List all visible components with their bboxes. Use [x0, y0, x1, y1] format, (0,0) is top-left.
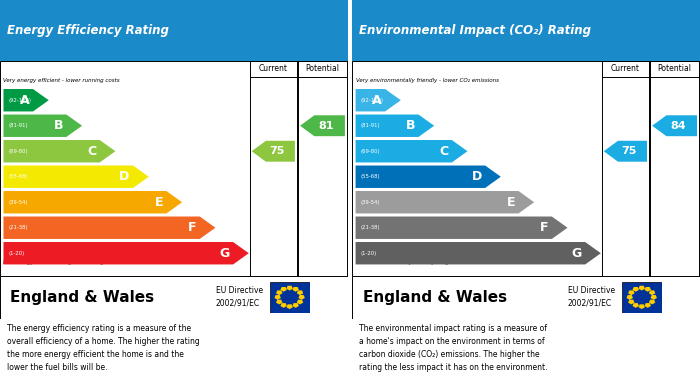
- Text: Energy Efficiency Rating: Energy Efficiency Rating: [7, 24, 169, 37]
- Text: B: B: [405, 119, 415, 132]
- Text: (81-91): (81-91): [8, 123, 28, 128]
- Text: G: G: [571, 247, 582, 260]
- Text: Potential: Potential: [305, 64, 340, 73]
- Text: B: B: [53, 119, 63, 132]
- Text: Environmental Impact (CO₂) Rating: Environmental Impact (CO₂) Rating: [359, 24, 591, 37]
- Text: Potential: Potential: [657, 64, 692, 73]
- Polygon shape: [4, 115, 82, 137]
- Text: England & Wales: England & Wales: [10, 290, 155, 305]
- Polygon shape: [652, 115, 697, 136]
- Bar: [602, 61, 649, 276]
- Text: (39-54): (39-54): [360, 200, 380, 205]
- Polygon shape: [356, 217, 568, 239]
- Polygon shape: [4, 217, 216, 239]
- Text: (69-80): (69-80): [8, 149, 28, 154]
- Text: England & Wales: England & Wales: [363, 290, 507, 305]
- Text: (1-20): (1-20): [8, 251, 25, 256]
- Polygon shape: [4, 140, 116, 162]
- Text: 75: 75: [621, 146, 636, 156]
- Text: (55-68): (55-68): [8, 174, 28, 179]
- Polygon shape: [4, 242, 248, 264]
- Text: 81: 81: [318, 121, 334, 131]
- Text: Very environmentally friendly - lower CO₂ emissions: Very environmentally friendly - lower CO…: [356, 78, 498, 83]
- Polygon shape: [356, 115, 434, 137]
- Text: (92-100): (92-100): [360, 98, 384, 103]
- Polygon shape: [4, 89, 49, 111]
- Text: Very energy efficient - lower running costs: Very energy efficient - lower running co…: [4, 78, 120, 83]
- Polygon shape: [356, 165, 500, 188]
- Text: D: D: [119, 170, 130, 183]
- Text: C: C: [439, 145, 448, 158]
- Text: Current: Current: [611, 64, 640, 73]
- Text: EU Directive
2002/91/EC: EU Directive 2002/91/EC: [568, 287, 615, 308]
- Text: E: E: [155, 196, 163, 209]
- Bar: [298, 61, 347, 276]
- Text: (39-54): (39-54): [8, 200, 28, 205]
- Text: (21-38): (21-38): [8, 225, 28, 230]
- Text: Not environmentally friendly - higher CO₂ emissions: Not environmentally friendly - higher CO…: [356, 260, 498, 265]
- Text: 75: 75: [269, 146, 284, 156]
- Text: (1-20): (1-20): [360, 251, 377, 256]
- Text: E: E: [507, 196, 515, 209]
- Text: Not energy efficient - higher running costs: Not energy efficient - higher running co…: [4, 260, 120, 265]
- Text: F: F: [188, 221, 196, 234]
- Text: A: A: [372, 94, 382, 107]
- Text: (21-38): (21-38): [360, 225, 380, 230]
- Text: (81-91): (81-91): [360, 123, 380, 128]
- Polygon shape: [356, 140, 468, 162]
- Text: The environmental impact rating is a measure of
a home's impact on the environme: The environmental impact rating is a mea…: [359, 325, 547, 372]
- Text: (55-68): (55-68): [360, 174, 380, 179]
- Polygon shape: [356, 191, 534, 213]
- Text: D: D: [471, 170, 482, 183]
- Text: Current: Current: [259, 64, 288, 73]
- Text: (92-100): (92-100): [8, 98, 32, 103]
- Text: F: F: [540, 221, 548, 234]
- Text: EU Directive
2002/91/EC: EU Directive 2002/91/EC: [216, 287, 262, 308]
- Text: C: C: [87, 145, 96, 158]
- Text: (69-80): (69-80): [360, 149, 380, 154]
- Polygon shape: [252, 141, 295, 162]
- Polygon shape: [4, 165, 148, 188]
- Text: The energy efficiency rating is a measure of the
overall efficiency of a home. T: The energy efficiency rating is a measur…: [7, 325, 199, 372]
- Text: G: G: [219, 247, 230, 260]
- Polygon shape: [604, 141, 647, 162]
- Polygon shape: [4, 191, 182, 213]
- Polygon shape: [356, 242, 601, 264]
- Bar: [650, 61, 699, 276]
- Polygon shape: [356, 89, 401, 111]
- Text: A: A: [20, 94, 29, 107]
- Text: 84: 84: [671, 121, 686, 131]
- Polygon shape: [300, 115, 345, 136]
- Bar: [250, 61, 297, 276]
